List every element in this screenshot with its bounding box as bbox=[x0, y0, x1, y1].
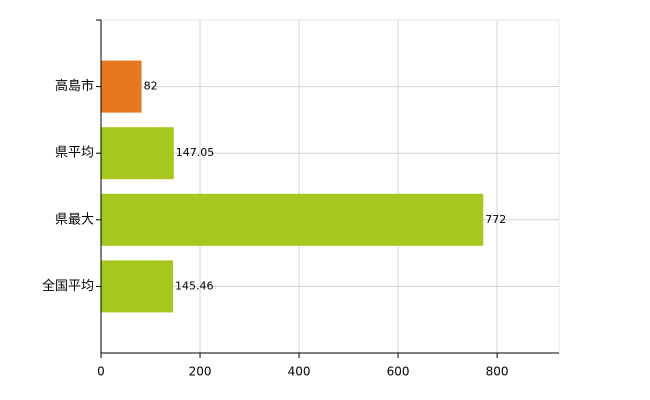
x-tick-label: 200 bbox=[189, 365, 212, 379]
value-label: 145.46 bbox=[175, 279, 214, 292]
x-tick-label: 600 bbox=[387, 365, 410, 379]
value-label: 82 bbox=[144, 80, 158, 93]
y-tick-label: 県最大 bbox=[55, 212, 94, 227]
x-tick-label: 0 bbox=[97, 365, 105, 379]
value-label: 147.05 bbox=[176, 146, 215, 159]
y-tick-label: 県平均 bbox=[55, 146, 94, 161]
y-tick-label: 全国平均 bbox=[42, 278, 94, 294]
bar bbox=[101, 60, 142, 113]
y-tick-label: 高島市 bbox=[55, 78, 94, 94]
x-tick-label: 400 bbox=[288, 365, 311, 379]
value-label: 772 bbox=[485, 213, 506, 226]
bar bbox=[101, 193, 484, 246]
x-tick-label: 800 bbox=[486, 365, 509, 379]
bar bbox=[101, 127, 174, 180]
bar bbox=[101, 260, 174, 313]
